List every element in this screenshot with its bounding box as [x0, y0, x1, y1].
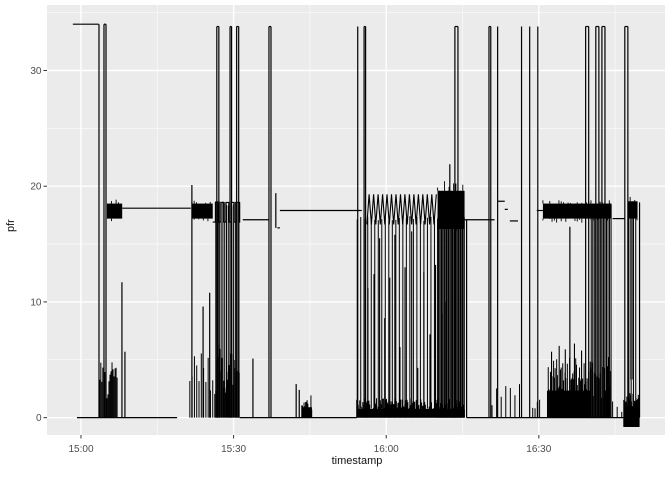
plot-panel [47, 5, 665, 435]
x-tick-label: 16:30 [526, 444, 551, 455]
x-tick-label: 15:00 [68, 444, 93, 455]
y-tick-label: 20 [30, 182, 42, 193]
x-tick-label: 16:00 [374, 444, 399, 455]
axis-tick-labels: 15:00 15:30 16:00 16:30 0 10 20 30 [30, 66, 551, 455]
axis-ticks [43, 69, 540, 439]
series-pfr [72, 23, 641, 427]
y-tick-label: 30 [30, 66, 42, 77]
y-tick-label: 0 [36, 413, 42, 424]
y-tick-label: 10 [30, 297, 42, 308]
y-axis-title: pfr [5, 219, 17, 232]
grid-minor [47, 5, 665, 435]
x-axis-title: timestamp [331, 455, 383, 467]
x-tick-label: 15:30 [221, 444, 246, 455]
